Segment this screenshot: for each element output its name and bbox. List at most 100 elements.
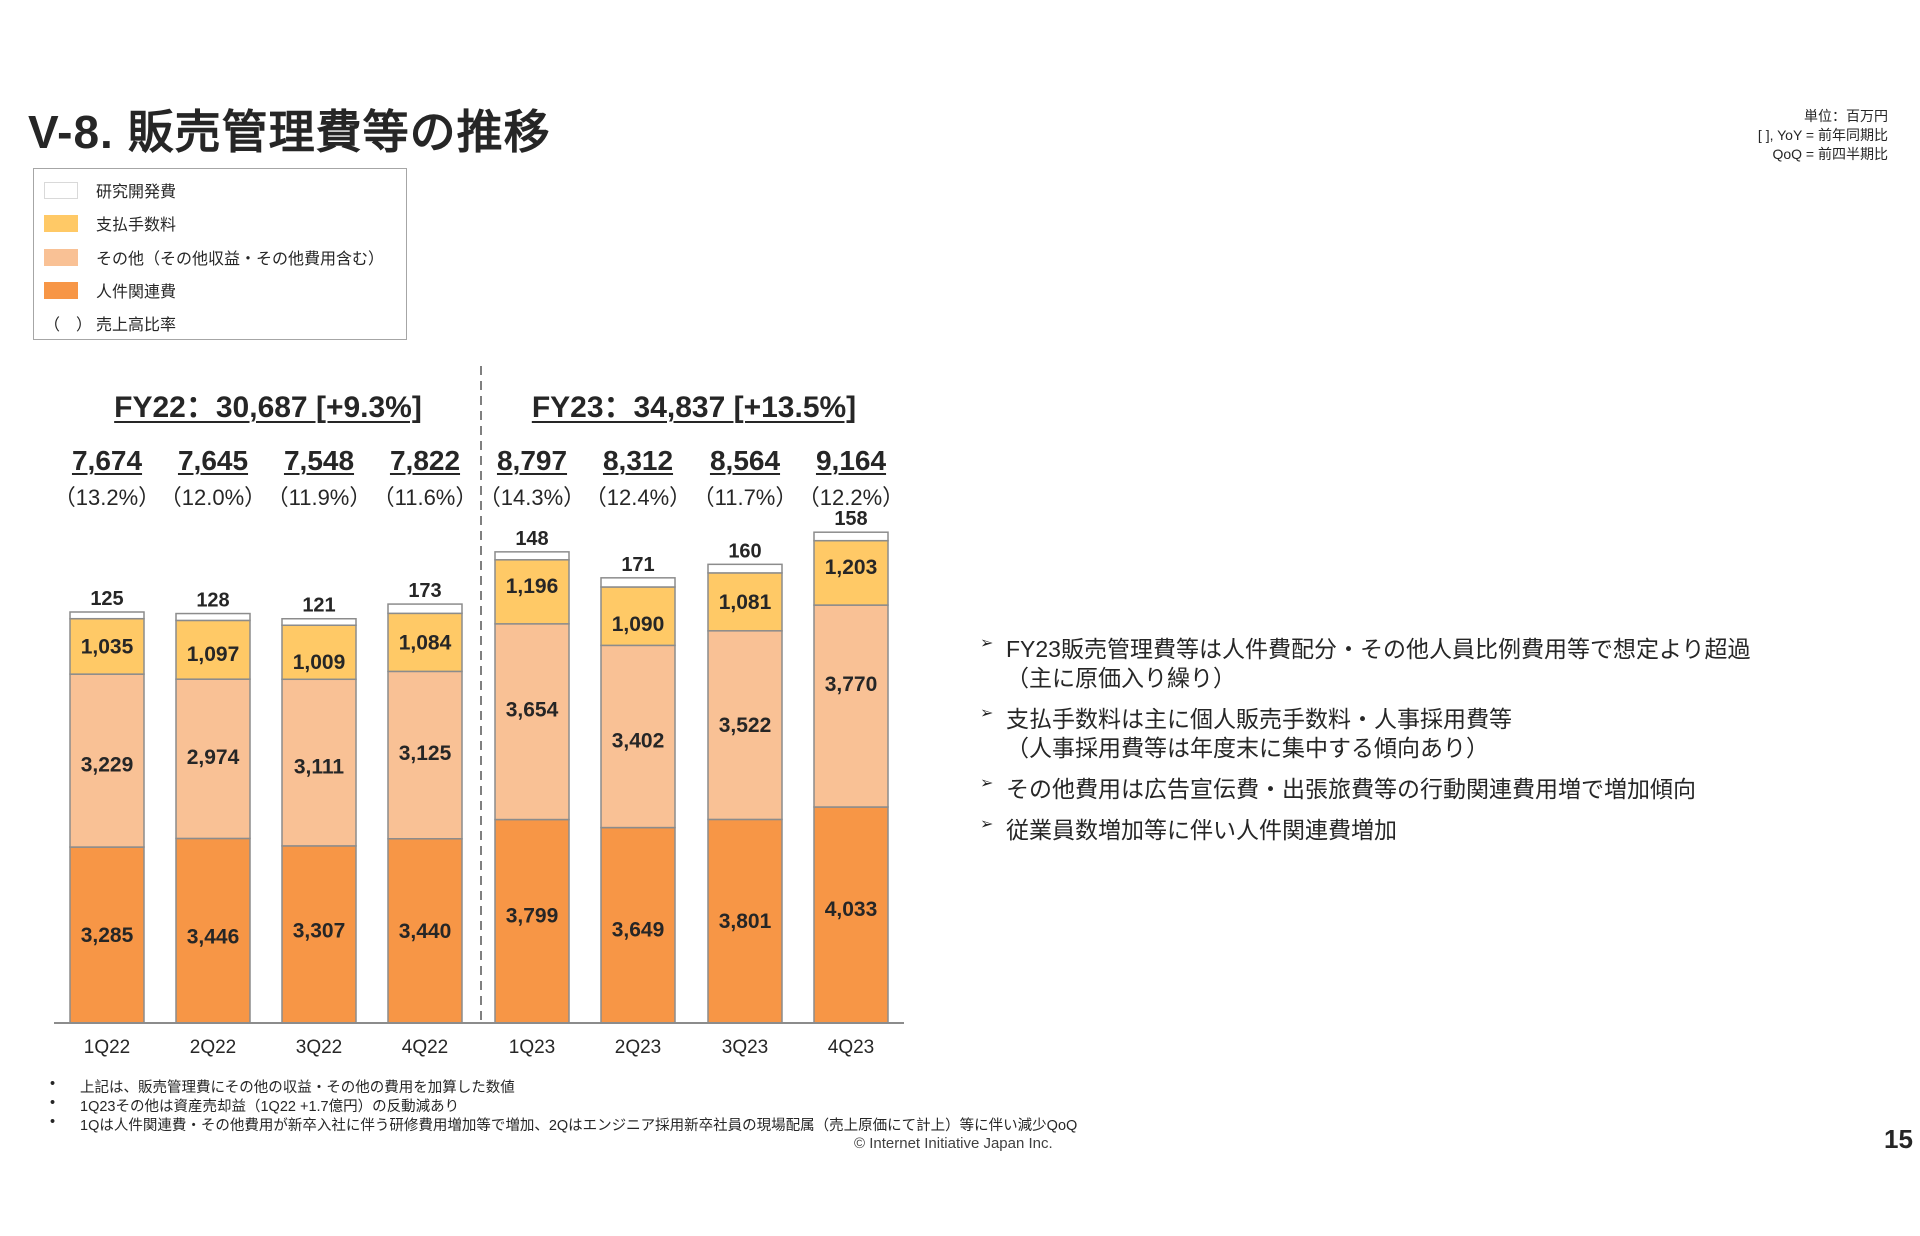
data-label-other: 3,111 bbox=[294, 756, 345, 779]
legend-swatch-fees bbox=[44, 215, 78, 232]
data-label-other: 3,522 bbox=[719, 714, 772, 737]
legend-label: 人件関連費 bbox=[96, 284, 177, 301]
yoy-note: [ ], YoY = 前年同期比 bbox=[1757, 127, 1888, 143]
bullet-text: 支払手数料は主に個人販売手数料・人事採用費等 bbox=[1006, 706, 1512, 732]
data-label-rnd: 158 bbox=[834, 508, 867, 530]
bar-segment-personnel bbox=[707, 818, 783, 1024]
bar-segment-personnel bbox=[387, 838, 463, 1024]
footnote-bullet: • bbox=[50, 1076, 56, 1092]
bar-segment-rnd bbox=[600, 577, 676, 588]
legend-label: 研究開発費 bbox=[96, 184, 177, 201]
sales-ratio: （14.3%） bbox=[478, 485, 586, 510]
bar-segment-rnd bbox=[281, 617, 357, 626]
bar-segment-fees bbox=[494, 559, 570, 625]
bar-segment-other bbox=[813, 604, 889, 808]
sales-ratio: （12.4%） bbox=[584, 485, 692, 510]
x-tick-label: 2Q22 bbox=[190, 1037, 236, 1058]
sales-ratio: （11.9%） bbox=[266, 485, 372, 510]
data-label-personnel: 3,649 bbox=[612, 918, 665, 941]
bar-segment-rnd bbox=[69, 611, 145, 620]
data-label-fees: 1,084 bbox=[399, 631, 452, 654]
bullet-text: FY23販売管理費等は人件費配分・その他人員比例費用等で想定より超過 bbox=[1006, 636, 1751, 662]
page-number: 15 bbox=[1884, 1124, 1913, 1154]
legend-swatch-other bbox=[44, 249, 78, 266]
fy22-header: FY22：30,687 [+9.3%] bbox=[114, 391, 422, 424]
data-label-fees: 1,090 bbox=[612, 613, 665, 636]
data-label-fees: 1,097 bbox=[187, 643, 240, 666]
quarter-total: 8,797 bbox=[496, 445, 568, 476]
bullet-text: （人事採用費等は年度末に集中する傾向あり） bbox=[1006, 735, 1489, 761]
data-label-personnel: 3,799 bbox=[506, 904, 559, 927]
chart-legend: 研究開発費 支払手数料 その他（その他収益・その他費用含む） 人件関連費 （ ）… bbox=[33, 168, 407, 340]
arrow-bullet-icon: ➢ bbox=[980, 816, 994, 833]
bar-segment-fees bbox=[175, 619, 251, 680]
quarter-total: 9,164 bbox=[815, 445, 887, 476]
bar-segment-personnel bbox=[813, 806, 889, 1024]
legend-label: 支払手数料 bbox=[96, 217, 177, 234]
bar-segment-personnel bbox=[600, 826, 676, 1024]
bar-segment-fees bbox=[387, 612, 463, 673]
quarter-total: 7,674 bbox=[71, 445, 143, 476]
data-label-other: 3,770 bbox=[825, 673, 878, 696]
footnote-bullet: • bbox=[50, 1114, 56, 1130]
bullet-text: その他費用は広告宣伝費・出張旅費等の行動関連費用増で増加傾向 bbox=[1006, 776, 1696, 802]
legend-label: 売上高比率 bbox=[96, 317, 177, 334]
data-label-personnel: 3,446 bbox=[187, 926, 240, 949]
x-tick-label: 3Q22 bbox=[296, 1037, 342, 1058]
quarter-total: 8,564 bbox=[709, 445, 781, 476]
data-label-rnd: 128 bbox=[196, 590, 229, 612]
footnote-bullet: • bbox=[50, 1095, 56, 1111]
data-label-rnd: 160 bbox=[728, 540, 761, 562]
sales-ratio: （13.2%） bbox=[53, 485, 161, 510]
bar-segment-fees bbox=[707, 572, 783, 632]
footnote-text: 1Qは人件関連費・その他費用が新卒入社に伴う研修費用増加等で増加、2Qはエンジニ… bbox=[80, 1118, 1078, 1134]
x-tick-label: 4Q22 bbox=[402, 1037, 448, 1058]
bar-segment-rnd bbox=[813, 531, 889, 542]
arrow-bullet-icon: ➢ bbox=[980, 775, 994, 792]
data-label-fees: 1,009 bbox=[293, 651, 346, 674]
bar-segment-rnd bbox=[494, 551, 570, 561]
x-tick-label: 3Q23 bbox=[722, 1037, 768, 1058]
data-label-rnd: 125 bbox=[90, 588, 123, 610]
bullet-text: （主に原価入り繰り） bbox=[1006, 665, 1236, 691]
unit-note: 単位：百万円 [ ], YoY = 前年同期比 QoQ = 前四半期比 bbox=[1758, 107, 1888, 164]
bar-segment-fees bbox=[281, 624, 357, 681]
bar-segment-fees bbox=[69, 617, 145, 675]
data-label-rnd: 171 bbox=[621, 554, 654, 576]
bar-segment-other bbox=[281, 678, 357, 847]
unit-line: 単位：百万円 bbox=[1804, 108, 1888, 124]
data-label-personnel: 4,033 bbox=[825, 898, 878, 921]
bar-segment-fees bbox=[600, 586, 676, 647]
footnote-text: 上記は、販売管理費にその他の収益・その他の費用を加算した数値 bbox=[80, 1080, 515, 1096]
bar-segment-rnd bbox=[707, 563, 783, 574]
sales-ratio: （11.6%） bbox=[372, 485, 478, 510]
sales-ratio: （12.0%） bbox=[159, 485, 267, 510]
data-label-other: 3,654 bbox=[506, 699, 559, 722]
data-label-personnel: 3,801 bbox=[719, 910, 772, 933]
data-label-fees: 1,081 bbox=[719, 591, 772, 614]
x-tick-label: 4Q23 bbox=[828, 1037, 874, 1058]
legend-ratio-symbol: （ ） bbox=[44, 317, 93, 334]
legend-label: その他（その他収益・その他費用含む） bbox=[96, 251, 385, 268]
quarter-total: 8,312 bbox=[602, 445, 674, 476]
bar-segment-rnd bbox=[175, 612, 251, 622]
data-label-fees: 1,203 bbox=[825, 556, 878, 579]
data-label-personnel: 3,440 bbox=[399, 920, 452, 943]
arrow-bullet-icon: ➢ bbox=[980, 635, 994, 652]
copyright: © Internet Initiative Japan Inc. bbox=[854, 1135, 1053, 1152]
bar-segment-personnel bbox=[281, 845, 357, 1024]
legend-swatch-personnel bbox=[44, 282, 78, 299]
x-tick-label: 2Q23 bbox=[615, 1037, 661, 1058]
data-label-personnel: 3,307 bbox=[293, 919, 346, 942]
bar-segment-other bbox=[69, 673, 145, 848]
quarter-total: 7,548 bbox=[283, 445, 355, 476]
bar-segment-fees bbox=[813, 539, 889, 606]
qoq-note: QoQ = 前四半期比 bbox=[1772, 146, 1888, 162]
quarter-total: 7,822 bbox=[389, 445, 461, 476]
data-label-fees: 1,035 bbox=[81, 635, 134, 658]
data-label-fees: 1,196 bbox=[506, 575, 559, 598]
legend-swatch-rnd bbox=[44, 182, 78, 199]
x-tick-label: 1Q23 bbox=[509, 1037, 555, 1058]
arrow-bullet-icon: ➢ bbox=[980, 705, 994, 722]
bar-segment-other bbox=[600, 644, 676, 829]
